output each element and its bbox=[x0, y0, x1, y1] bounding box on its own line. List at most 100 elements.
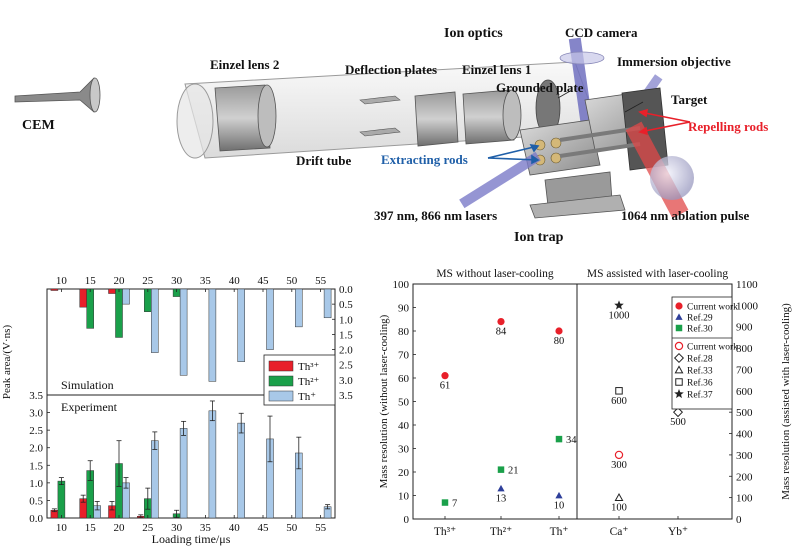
label-immersion-objective: Immersion objective bbox=[617, 54, 731, 69]
y-left-tick-label: 20 bbox=[398, 467, 410, 479]
x-top-tick-label: 10 bbox=[56, 275, 68, 287]
sim-bar bbox=[323, 288, 332, 319]
x-top-tick-label: 50 bbox=[286, 275, 298, 287]
y-left-tick-label: 3.5 bbox=[29, 390, 43, 402]
y-left-tick-label: 10 bbox=[398, 491, 410, 503]
point-value-label: 300 bbox=[611, 460, 627, 471]
marker-ref30 bbox=[675, 324, 683, 332]
point-value-label: 84 bbox=[496, 327, 507, 338]
marker-ref37 bbox=[614, 300, 624, 310]
y-right-tick-label: 800 bbox=[736, 343, 753, 355]
x-tick-label: 40 bbox=[229, 522, 241, 534]
marker-current-work bbox=[675, 302, 683, 310]
point-value-label: 21 bbox=[508, 466, 519, 477]
marker-current-work bbox=[497, 318, 505, 326]
chart-b-legend-box bbox=[671, 296, 733, 410]
x-tick-label: 50 bbox=[286, 522, 298, 534]
marker-ref30 bbox=[555, 435, 563, 443]
y-left-tick-label: 2.5 bbox=[29, 425, 43, 437]
y-right-axis-label: Mass resolution (assisted with laser-coo… bbox=[780, 303, 792, 500]
y-left-tick-label: 50 bbox=[398, 397, 410, 409]
y-right-tick-label: 900 bbox=[736, 322, 753, 334]
marker-ref30 bbox=[497, 466, 505, 473]
exp-bar bbox=[208, 410, 217, 519]
point-value-label: 13 bbox=[496, 493, 507, 504]
y-left-tick-label: 0.5 bbox=[29, 495, 43, 507]
einzel-lens-2-shape bbox=[214, 84, 277, 152]
point-value-label: 7 bbox=[452, 499, 457, 510]
ion-trap-assembly bbox=[519, 87, 669, 219]
legend-swatch bbox=[268, 390, 294, 402]
exp-bar bbox=[179, 428, 188, 519]
label-lasers: 397 nm, 866 nm lasers bbox=[374, 208, 497, 223]
label-ablation-pulse: 1064 nm ablation pulse bbox=[621, 208, 749, 223]
x-top-tick-label: 20 bbox=[114, 275, 126, 287]
point-value-label: 61 bbox=[440, 381, 451, 392]
deflection-plates-shape bbox=[359, 95, 401, 137]
exp-bar bbox=[57, 480, 66, 519]
legend-label: Th³⁺ bbox=[298, 361, 320, 373]
legend-label: Current work bbox=[687, 303, 738, 313]
einzel-lens-1-shape bbox=[414, 79, 561, 147]
point-value-label: 80 bbox=[554, 336, 565, 347]
y-left-tick-label: 100 bbox=[393, 279, 410, 291]
legend-label: Ref.33 bbox=[687, 366, 713, 377]
x-tick-label: 35 bbox=[200, 522, 212, 534]
marker-ref36 bbox=[615, 387, 623, 395]
x-category-label: Th⁺ bbox=[550, 526, 569, 538]
x-tick-label: 30 bbox=[171, 522, 183, 534]
y-left-axis-label: Mass resolution (without laser-cooling) bbox=[378, 314, 390, 488]
panel-label-simulation: Simulation bbox=[61, 378, 114, 392]
y-right-tick-label: 3.5 bbox=[339, 390, 353, 402]
y-right-tick-label: 2.5 bbox=[339, 360, 353, 372]
y-left-tick-label: 2.0 bbox=[29, 443, 43, 455]
sim-bar bbox=[295, 288, 303, 328]
y-left-tick-label: 30 bbox=[398, 444, 410, 456]
x-top-tick-label: 45 bbox=[258, 275, 270, 287]
marker-ref33 bbox=[674, 365, 684, 374]
y-left-tick-label: 1.0 bbox=[29, 478, 43, 490]
marker-ref28 bbox=[672, 407, 684, 418]
point-value-label: 600 bbox=[611, 396, 627, 407]
apparatus-diagram: CEM Einzel lens 2 Ion optics CCD camera … bbox=[14, 25, 768, 245]
marker-ref33 bbox=[614, 493, 624, 502]
sim-bar bbox=[50, 288, 59, 291]
x-tick-label: 45 bbox=[258, 522, 270, 534]
y-left-tick-label: 0 bbox=[404, 514, 410, 526]
marker-ref28 bbox=[673, 352, 685, 364]
sim-bar bbox=[115, 288, 123, 338]
y-right-tick-label: 1.0 bbox=[339, 314, 353, 326]
label-cem: CEM bbox=[22, 118, 55, 133]
legend-swatch bbox=[268, 360, 294, 372]
x-category-label: Th²⁺ bbox=[490, 526, 512, 538]
ablation-lens bbox=[650, 156, 694, 200]
marker-current-work-open bbox=[614, 450, 624, 460]
x-category-label: Ca⁺ bbox=[610, 526, 629, 538]
y-left-tick-label: 90 bbox=[398, 303, 410, 315]
marker-ref36 bbox=[675, 378, 683, 386]
cem-detector bbox=[14, 77, 101, 113]
legend-label: Ref.30 bbox=[687, 324, 713, 335]
sim-bar bbox=[151, 288, 159, 353]
y-right-tick-label: 0 bbox=[736, 514, 742, 526]
y-right-tick-label: 1.5 bbox=[339, 329, 353, 341]
x-top-tick-label: 25 bbox=[142, 275, 154, 287]
y-right-tick-label: 3.0 bbox=[339, 375, 353, 387]
legend-label: Ref.37 bbox=[687, 390, 713, 401]
x-tick-label: 10 bbox=[56, 522, 68, 534]
x-top-tick-label: 40 bbox=[229, 275, 241, 287]
x-tick-label: 55 bbox=[315, 522, 327, 534]
y-right-tick-label: 2.0 bbox=[339, 345, 353, 357]
right-panel-title: MS assisted with laser-cooling bbox=[587, 268, 729, 280]
left-panel-title: MS without laser-cooling bbox=[436, 268, 554, 280]
legend-label: Ref.36 bbox=[687, 378, 713, 389]
sim-bar bbox=[179, 288, 188, 376]
x-tick-label: 15 bbox=[85, 522, 97, 534]
y-right-tick-label: 1100 bbox=[736, 279, 758, 291]
x-tick-label: 20 bbox=[114, 522, 126, 534]
label-einzel-lens-1: Einzel lens 1 bbox=[462, 62, 531, 77]
sim-bar bbox=[86, 288, 94, 329]
label-deflection-plates: Deflection plates bbox=[345, 62, 437, 77]
legend-swatch bbox=[268, 375, 294, 387]
